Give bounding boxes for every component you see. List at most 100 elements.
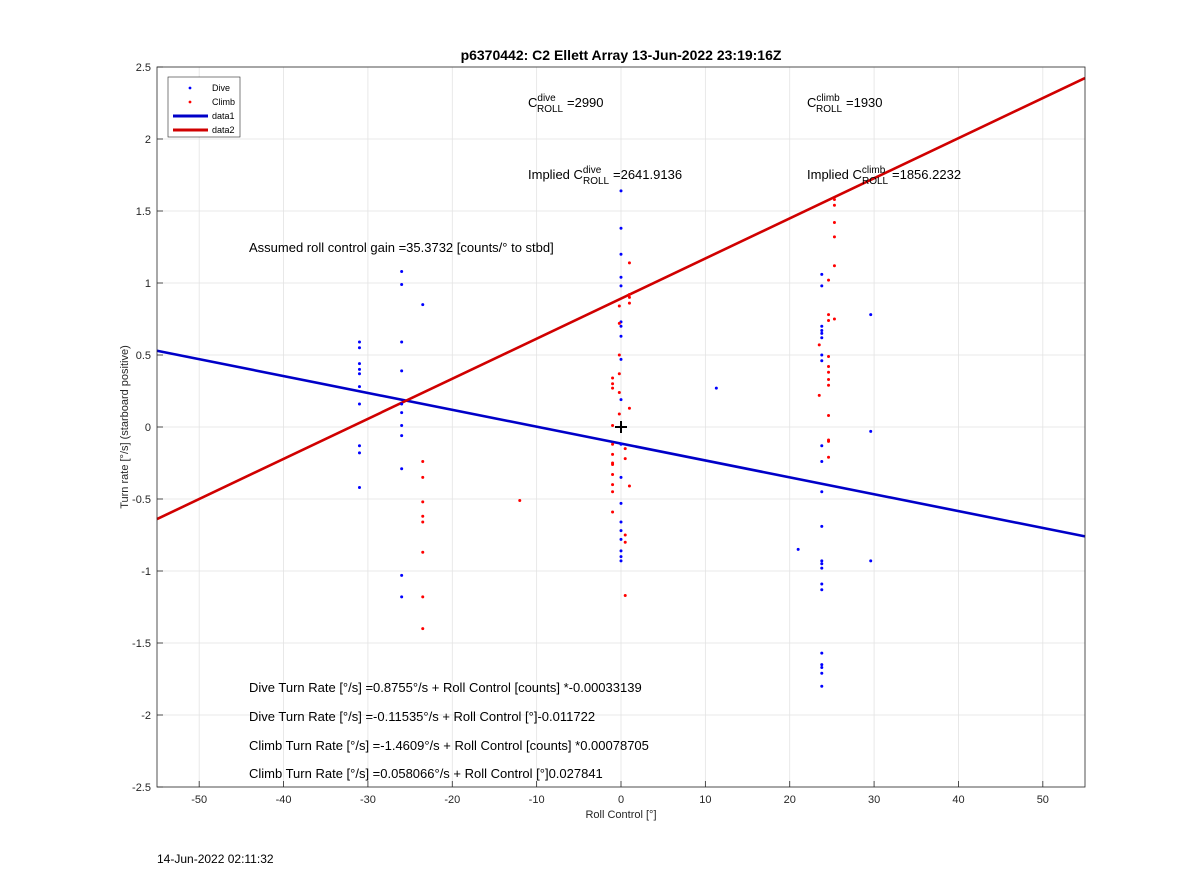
legend-box (167, 76, 241, 138)
climb-point (623, 593, 627, 597)
climb-point (623, 540, 627, 544)
dive-point (357, 444, 361, 448)
dive-point (357, 385, 361, 389)
dive-point (357, 362, 361, 366)
dive-point (869, 313, 873, 317)
y-tick-label: -2.5 (132, 782, 151, 794)
dive-point (619, 555, 623, 559)
climb-point (421, 475, 425, 479)
c-climb-annotation: Cclimb ROLL =1930 (807, 93, 883, 115)
climb-point (617, 412, 621, 416)
axis-ticks: -50 -40 -30 -20 -10 0 10 20 30 40 50-2.5-2-1.5-1-0… (132, 62, 1049, 806)
dive-point (400, 424, 404, 428)
y-tick-label: 0.5 (136, 350, 151, 362)
dive-point (820, 353, 824, 357)
dive-point (820, 524, 824, 528)
climb-point (827, 318, 831, 322)
dive-point (619, 398, 623, 402)
dive-point (619, 442, 623, 446)
footer-timestamp: 14-Jun-2022 02:11:32 (157, 852, 274, 866)
dive-point (820, 559, 824, 563)
dive-point (619, 475, 623, 479)
climb-point (611, 376, 615, 380)
climb-point (827, 455, 831, 459)
dive-point (869, 559, 873, 563)
dive-point (820, 359, 824, 363)
dive-point (820, 562, 824, 566)
y-tick-label: 1 (145, 278, 151, 290)
dive-point (619, 275, 623, 279)
climb-point (623, 533, 627, 537)
climb-point (627, 406, 631, 410)
y-tick-label: 2.5 (136, 62, 151, 74)
climb-point (611, 473, 615, 477)
x-tick-label: -50 (191, 794, 207, 806)
climb-point (611, 386, 615, 390)
dive-point (820, 444, 824, 448)
legend-label-data1: data1 (212, 111, 235, 121)
dive-point (820, 665, 824, 669)
dive-point (820, 331, 824, 335)
dive-point (619, 520, 623, 524)
chart-title: p6370442: C2 Ellett Array 13-Jun-2022 23… (461, 47, 782, 63)
dive-point (357, 485, 361, 489)
dive-point (796, 547, 800, 551)
dive-point (820, 284, 824, 288)
dive-point (820, 671, 824, 675)
dive-point (400, 595, 404, 599)
dive-point (619, 559, 623, 563)
climb-point (827, 278, 831, 282)
dive-point (869, 429, 873, 433)
climb-point (421, 514, 425, 518)
dive-point (400, 467, 404, 471)
climb-point (421, 627, 425, 631)
legend: Dive Climb data1 data2 (167, 76, 241, 138)
climb-point (627, 261, 631, 265)
climb-point (611, 490, 615, 494)
climb-point (827, 365, 831, 369)
climb-point (421, 460, 425, 464)
dive-point (820, 566, 824, 570)
dive-point (619, 226, 623, 230)
x-tick-label: -20 (444, 794, 460, 806)
climb-point (827, 354, 831, 358)
dive-point (820, 588, 824, 592)
climb-point (421, 520, 425, 524)
legend-label-dive: Dive (212, 83, 230, 93)
data-points (357, 189, 873, 688)
dive-point (400, 282, 404, 286)
legend-swatch-climb (188, 100, 192, 104)
climb-point (611, 452, 615, 456)
climb-point (617, 304, 621, 308)
x-tick-label: 0 (618, 794, 624, 806)
climb-point (421, 500, 425, 504)
x-tick-label: 20 (784, 794, 796, 806)
dive-point (619, 501, 623, 505)
climb-point (623, 457, 627, 461)
climb-point (832, 235, 836, 239)
fit-line-data2 (156, 76, 1086, 521)
climb-point (627, 293, 631, 297)
c-dive-annotation: Cdive ROLL =2990 (528, 93, 604, 115)
x-tick-label: 30 (868, 794, 880, 806)
dive-point (820, 663, 824, 667)
plot-box (156, 66, 1086, 788)
dive-point (820, 651, 824, 655)
climb-point (832, 264, 836, 268)
gain-annotation: Assumed roll control gain =35.3732 [coun… (249, 240, 554, 255)
y-tick-label: 0 (145, 422, 151, 434)
dive-point (400, 411, 404, 415)
dive-point (714, 386, 718, 390)
climb-point (832, 203, 836, 207)
climb-point (617, 353, 621, 357)
climb-point (827, 377, 831, 381)
dive-point (400, 402, 404, 406)
climb-point (827, 413, 831, 417)
climb-point (627, 301, 631, 305)
implied-climb-annotation: Implied Cclimb ROLL =1856.2232 (807, 165, 961, 187)
climb-point (827, 370, 831, 374)
dive-point (400, 340, 404, 344)
dive-point (619, 324, 623, 328)
climb-point (421, 550, 425, 554)
